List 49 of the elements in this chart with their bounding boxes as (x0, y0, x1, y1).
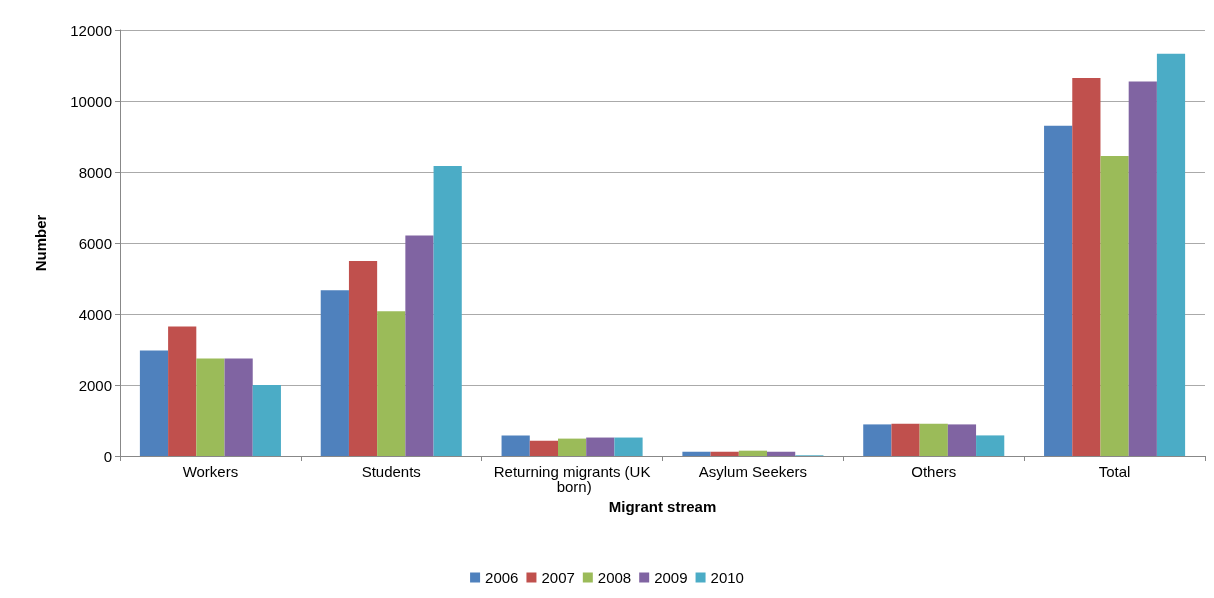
bar (1044, 125, 1073, 456)
y-axis-title: Number (32, 214, 49, 272)
y-tick-label: 12000 (70, 21, 112, 39)
bar (196, 358, 225, 456)
bar (224, 358, 253, 456)
bar (682, 451, 711, 456)
legend-label: 2009 (654, 569, 688, 586)
bar (252, 385, 281, 456)
bar (614, 437, 643, 456)
y-tick-label: 4000 (78, 305, 112, 323)
x-tick-label: Asylum Seekers (698, 463, 808, 480)
y-tick-label: 0 (103, 447, 112, 465)
bar (557, 438, 587, 456)
bar (501, 435, 530, 456)
y-tick-label: 6000 (78, 234, 112, 252)
bar (891, 423, 920, 456)
bar (377, 311, 406, 456)
x-axis-title: Migrant stream (608, 497, 717, 515)
y-tick-label: 8000 (78, 163, 112, 181)
bar (405, 235, 434, 456)
legend-label: 2007 (541, 569, 575, 586)
bar (1100, 156, 1129, 456)
x-tick-label: Total (1098, 463, 1131, 480)
bar (168, 326, 197, 456)
bar (919, 423, 948, 456)
bar (976, 435, 1005, 456)
bar (947, 424, 977, 456)
legend-label: 2010 (710, 569, 744, 586)
bar (433, 165, 462, 456)
y-tick-label: 2000 (78, 376, 112, 394)
x-tick-label: Others (911, 463, 957, 480)
y-tick-label: 10000 (70, 92, 112, 110)
bar (767, 451, 796, 456)
bar (529, 440, 558, 456)
bar (1156, 53, 1186, 456)
legend-label: 2006 (485, 569, 519, 586)
x-tick-label: Students (361, 463, 421, 480)
bar (1128, 81, 1157, 456)
bar (139, 350, 169, 456)
bar (320, 290, 349, 456)
bar (710, 451, 739, 456)
bar (863, 424, 892, 456)
legend-label: 2008 (597, 569, 632, 586)
bar (738, 450, 768, 456)
x-tick-label: Workers (182, 463, 239, 480)
x-tick-label: Returning migrants (UK born) (493, 463, 651, 495)
bar (348, 261, 378, 456)
bar (1072, 77, 1101, 456)
bar (586, 437, 615, 456)
